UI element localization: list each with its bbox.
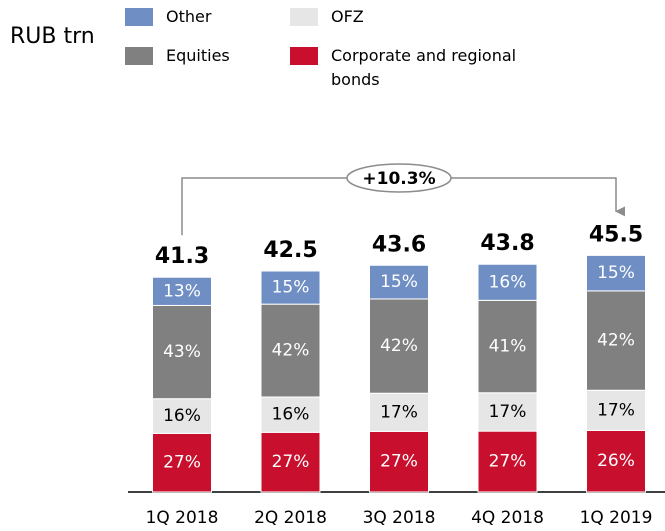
bar-segment [586,254,646,292]
bar-segment [477,430,538,493]
bar-segment [477,392,538,432]
legend-label: OFZ [331,7,364,26]
legend-item: Equities [125,44,366,68]
segment-label: 16% [489,272,527,292]
total-label: 45.5 [589,222,643,247]
legend-item: Other [125,5,366,29]
bar-segment [586,290,646,391]
segment-label: 15% [380,272,418,292]
annotation-bubble [346,163,452,193]
bar-segment [260,270,321,305]
bar-segment [260,303,321,398]
segment-label: 16% [272,405,310,425]
segment-label: 16% [163,406,201,426]
segment-label: 42% [380,336,418,356]
segment-label: 41% [489,337,527,357]
bar-segment [586,429,646,493]
unit-label: RUB trn [10,24,95,49]
bar-segment [152,304,212,400]
x-tick-label: 1Q 2018 [146,508,219,528]
segment-label: 27% [163,453,201,473]
segment-label: 17% [489,402,527,422]
segment-label: 17% [597,400,635,420]
bar-segment [152,276,212,306]
segment-label: 13% [163,281,201,301]
segment-label: 27% [489,452,527,472]
x-tick-label: 3Q 2018 [363,508,436,528]
segment-label: 26% [597,451,635,471]
legend-swatch [125,8,153,26]
bar-segment [260,431,321,493]
segment-label: 42% [272,341,310,361]
legend-label: Equities [166,46,230,65]
bar-segment [369,430,429,493]
legend-swatch [290,8,318,26]
segment-label: 17% [380,402,418,422]
bar-segment [369,264,429,300]
bar-segment [369,392,429,432]
segment-label: 15% [597,263,635,283]
bar-segment [477,263,538,301]
bar-segment [152,398,212,434]
x-tick-label: 2Q 2018 [254,508,327,528]
x-tick-label: 4Q 2018 [471,508,544,528]
segment-label: 42% [597,331,635,351]
legend-swatch [125,47,153,65]
legend-label: Corporate and regional bonds [331,46,517,89]
annotation-label: +10.3% [362,169,435,189]
legend-swatch [290,47,318,65]
segment-label: 43% [163,342,201,362]
total-label: 43.6 [372,232,426,257]
segment-label: 27% [380,452,418,472]
legend-item: OFZ [290,5,531,29]
bar-segment [586,389,646,431]
legend-item: Corporate and regional bonds [290,44,531,92]
total-label: 41.3 [155,244,209,269]
bar-segment [369,298,429,394]
legend-label: Other [166,7,212,26]
segment-label: 15% [272,278,310,298]
segment-label: 27% [272,452,310,472]
total-label: 43.8 [480,231,534,256]
total-label: 42.5 [263,238,317,263]
x-tick-label: 1Q 2019 [580,508,653,528]
